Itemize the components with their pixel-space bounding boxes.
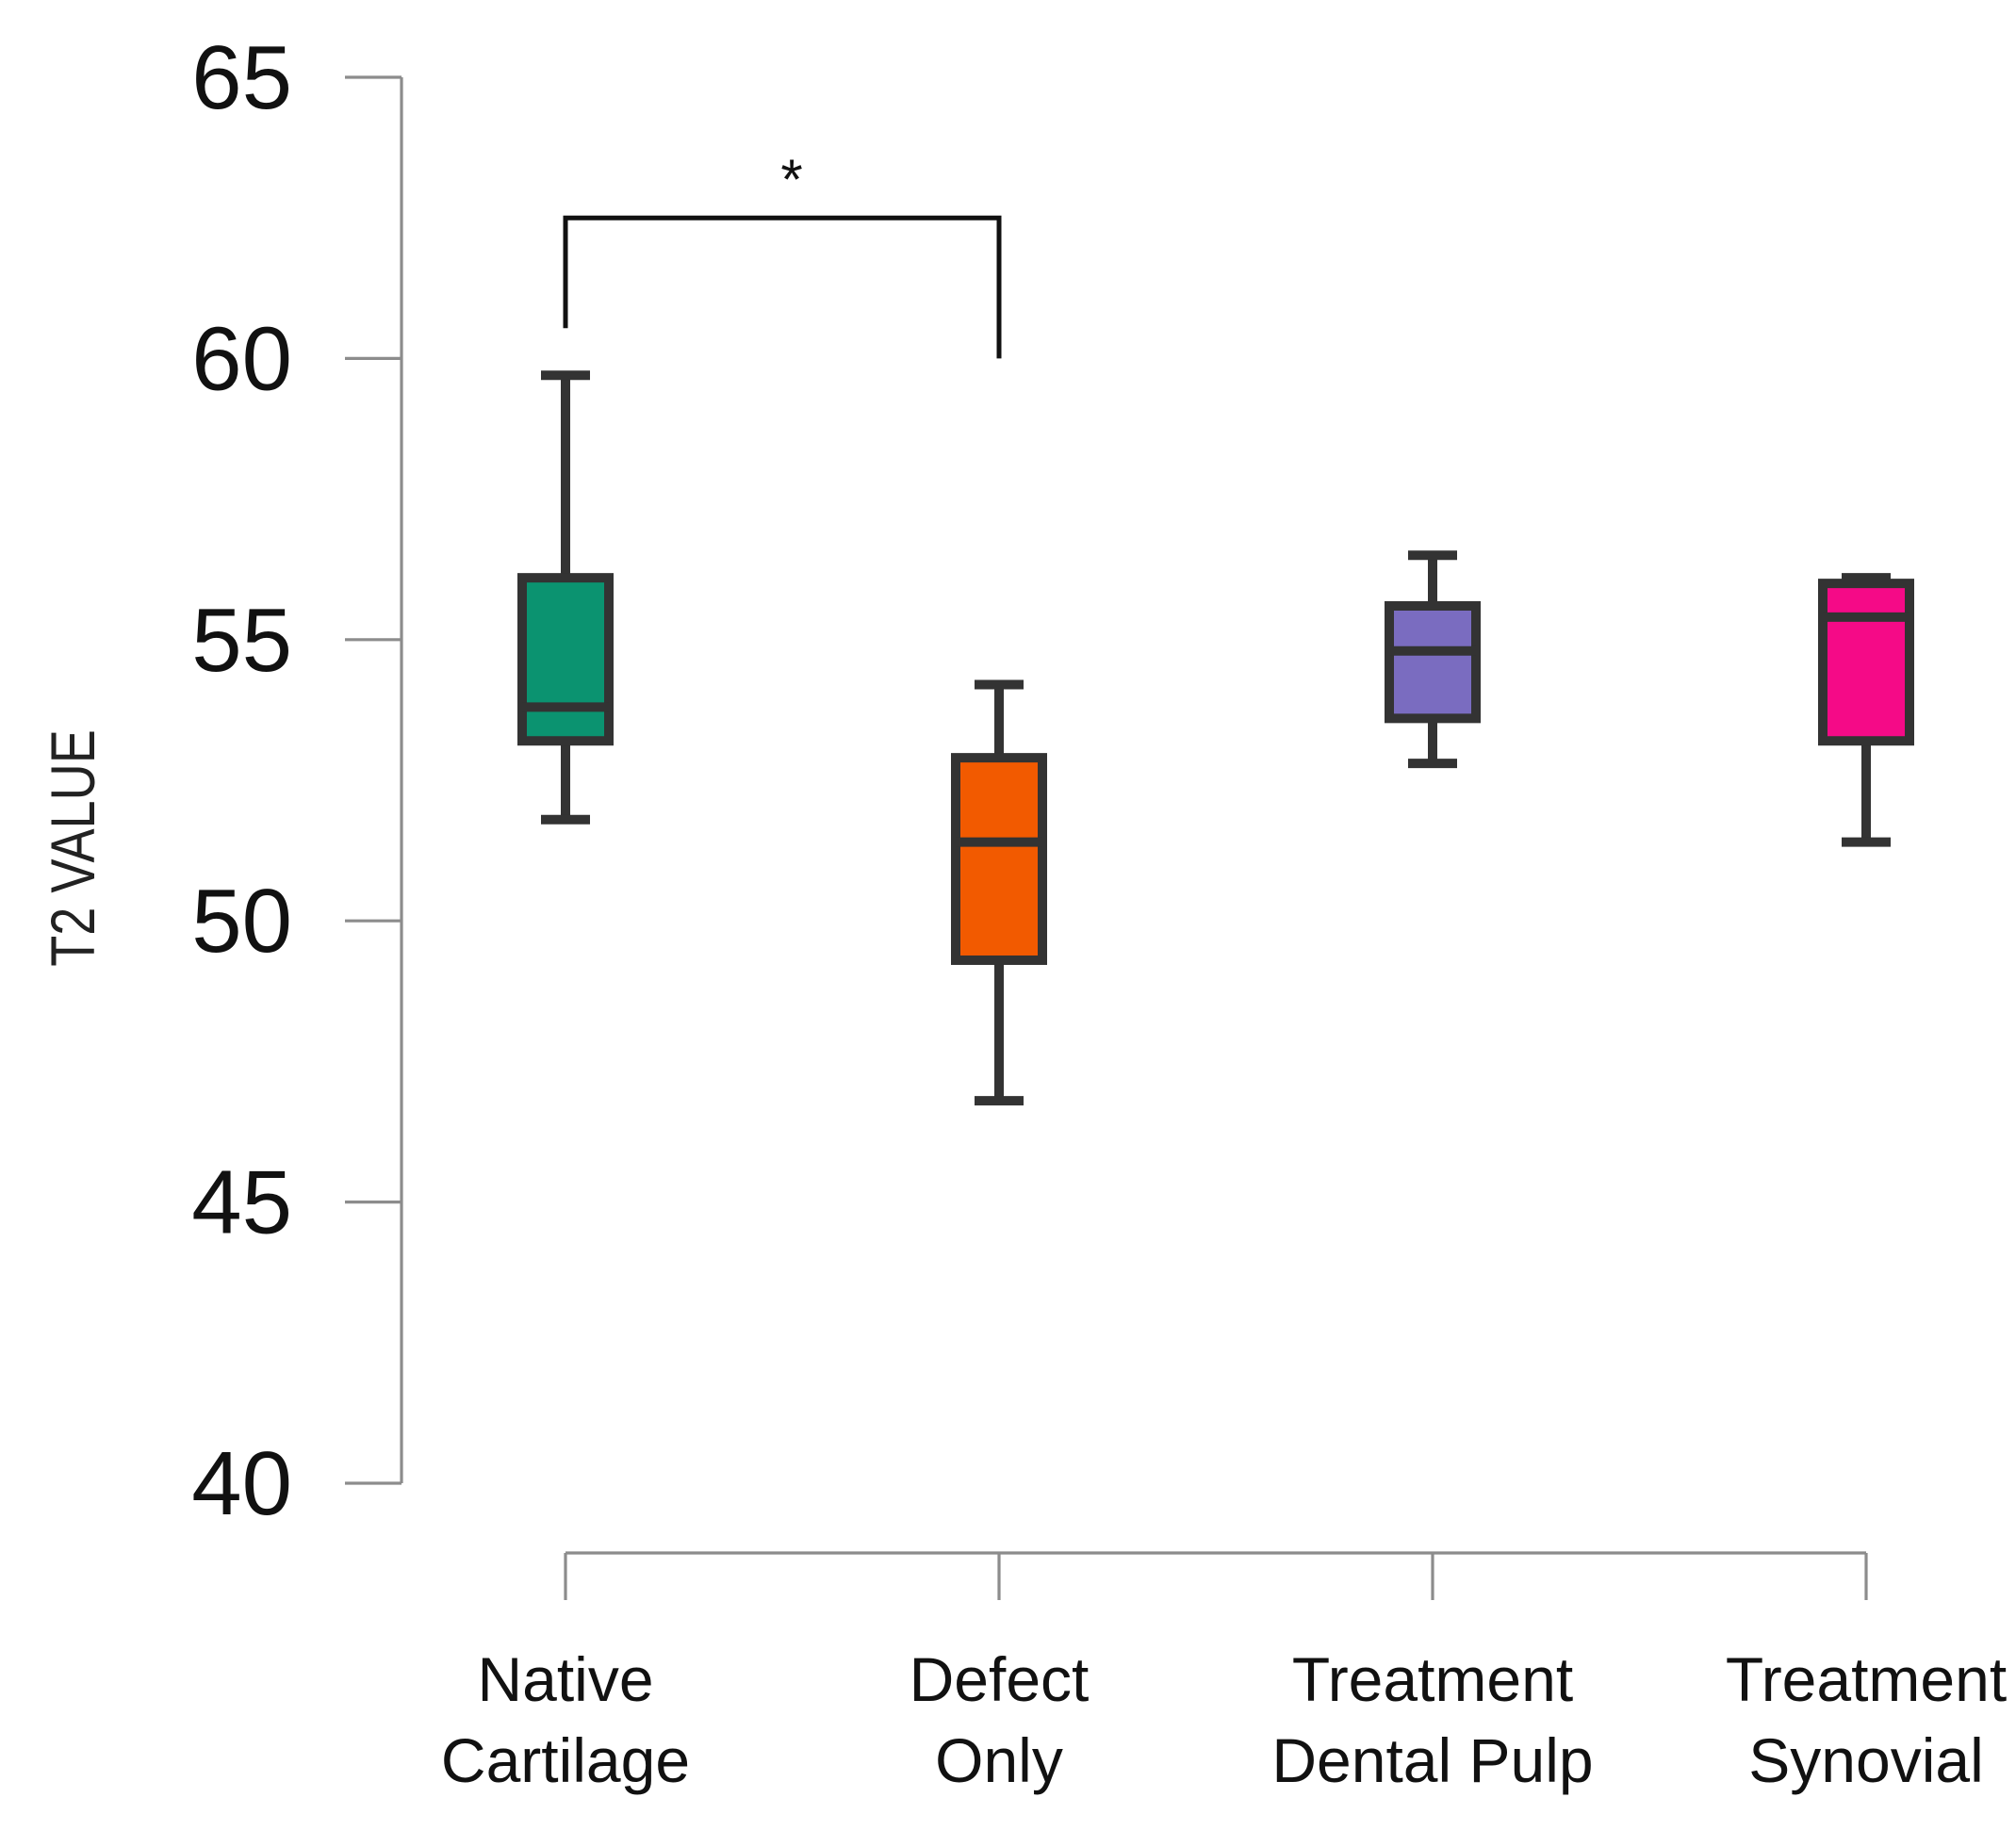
y-tick-label-60: 60 — [191, 308, 292, 409]
y-tick-label-40: 40 — [191, 1433, 292, 1534]
y-axis-label: T2 VALUE — [38, 729, 107, 967]
y-tick-label-50: 50 — [191, 871, 292, 972]
x-tick-label-line: Native — [477, 1644, 653, 1714]
x-tick-label-1: Defect Only — [910, 1644, 1090, 1795]
y-tick-label-65: 65 — [191, 27, 292, 128]
significance-bracket — [563, 215, 1002, 359]
box-0 — [517, 370, 614, 825]
x-tick-label-line: Synovial — [1748, 1725, 1983, 1795]
significance-star: * — [780, 148, 802, 211]
box-series — [517, 370, 1914, 1106]
box-iqr — [1818, 579, 1914, 746]
y-tick-label-55: 55 — [191, 590, 292, 691]
box-iqr — [1385, 600, 1481, 724]
y-axis: 40 45 50 55 60 65 — [191, 27, 403, 1534]
y-tick-label-45: 45 — [191, 1152, 292, 1253]
x-tick-label-line: Only — [935, 1725, 1063, 1795]
x-tick-label-line: Treatment — [1292, 1644, 1573, 1714]
box-3 — [1818, 573, 1914, 847]
x-tick-label-line: Treatment — [1726, 1644, 2007, 1714]
x-tick-label-line: Defect — [910, 1644, 1090, 1714]
x-tick-label-line: Dental Pulp — [1271, 1725, 1593, 1795]
x-tick-label-0: Native Cartilage — [441, 1644, 690, 1795]
x-tick-label-3: Treatment Synovial — [1726, 1644, 2007, 1795]
x-tick-label-2: Treatment Dental Pulp — [1271, 1644, 1593, 1795]
significance-annotations: * — [563, 148, 1002, 359]
box-iqr — [517, 573, 614, 746]
box-2 — [1385, 550, 1481, 769]
box-iqr — [951, 753, 1047, 965]
box-1 — [951, 679, 1047, 1106]
x-tick-label-line: Cartilage — [441, 1725, 690, 1795]
x-axis: Native Cartilage Defect Only Treatment Dental… — [441, 1551, 2007, 1795]
